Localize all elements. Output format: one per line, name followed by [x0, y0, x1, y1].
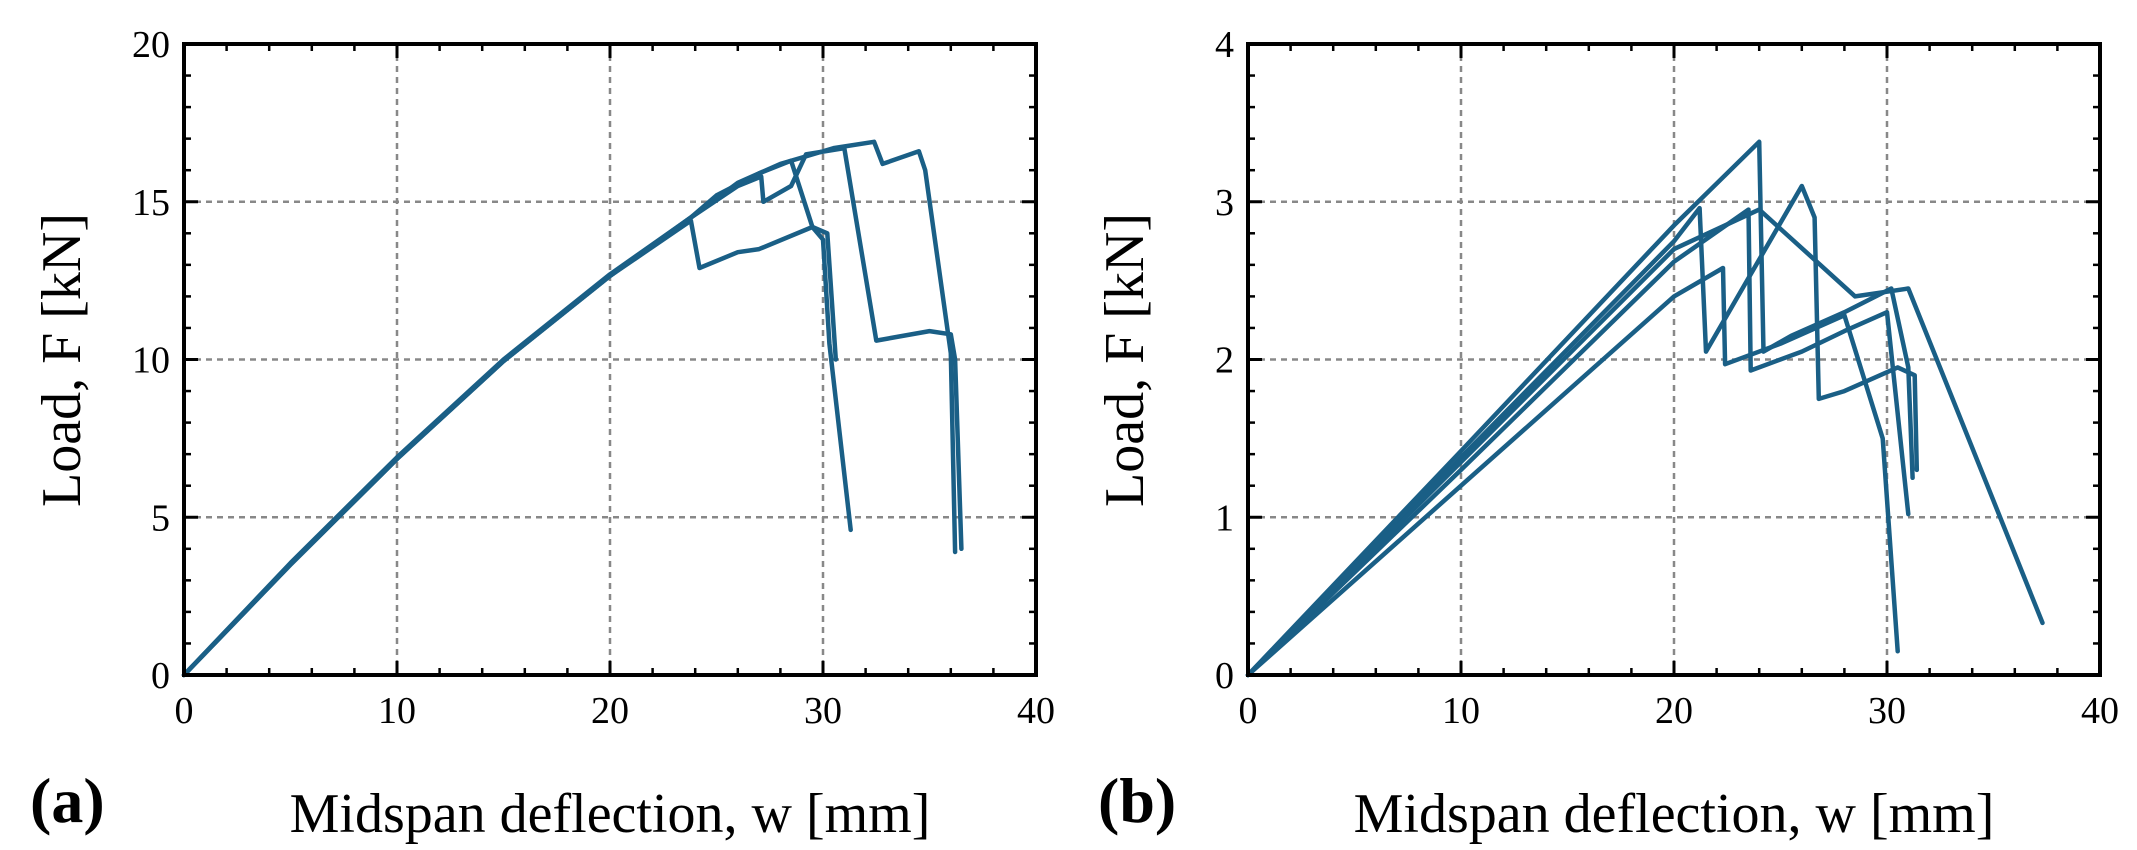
x-tick-label: 10	[378, 690, 416, 732]
x-tick-label: 0	[1239, 690, 1258, 732]
x-axis-label: Midspan deflection, w [mm]	[290, 783, 931, 845]
x-tick-label: 40	[1017, 690, 1055, 732]
plot-frame	[1246, 42, 2102, 677]
series-line-2	[181, 218, 839, 678]
y-tick-label: 0	[151, 655, 170, 697]
y-tick-label: 3	[1215, 182, 1234, 224]
x-tick-label: 30	[804, 690, 842, 732]
y-tick-label: 5	[151, 497, 170, 539]
x-tick-label: 20	[591, 690, 629, 732]
y-tick-label: 1	[1215, 497, 1234, 539]
x-tick-label: 40	[2081, 690, 2119, 732]
x-axis-label: Midspan deflection, w [mm]	[1354, 783, 1995, 845]
plot-frame	[182, 42, 1038, 677]
series-line-3	[1245, 183, 1920, 678]
y-tick-label: 4	[1215, 24, 1234, 66]
panel-b: 0 10 20 30 40 0 1 2 3 4 Midspan deflection, w [mm…	[1094, 24, 2119, 845]
panel-a: 0 10 20 30 40 0 5 10 15 20 Midspan deflection, w …	[30, 24, 1055, 845]
panel-label: (a)	[30, 765, 105, 836]
x-tick-label: 30	[1868, 690, 1906, 732]
y-tick-label: 15	[132, 182, 170, 224]
panel-label: (b)	[1098, 765, 1176, 836]
y-tick-label: 0	[1215, 655, 1234, 697]
series-line-1	[181, 158, 853, 678]
x-tick-label: 0	[175, 690, 194, 732]
x-tick-label: 20	[1655, 690, 1693, 732]
series-line-5	[1245, 207, 2045, 678]
x-tick-label: 10	[1442, 690, 1480, 732]
y-tick-label: 2	[1215, 340, 1234, 382]
y-tick-label: 20	[132, 24, 170, 66]
series-line-3	[181, 145, 964, 678]
series-line-4	[1245, 265, 1900, 678]
y-tick-label: 10	[132, 340, 170, 382]
y-axis-label: Load, F [kN]	[31, 213, 93, 507]
series-line-2	[1245, 207, 1911, 678]
series-line-4	[181, 139, 958, 678]
y-axis-label: Load, F [kN]	[1094, 213, 1156, 507]
